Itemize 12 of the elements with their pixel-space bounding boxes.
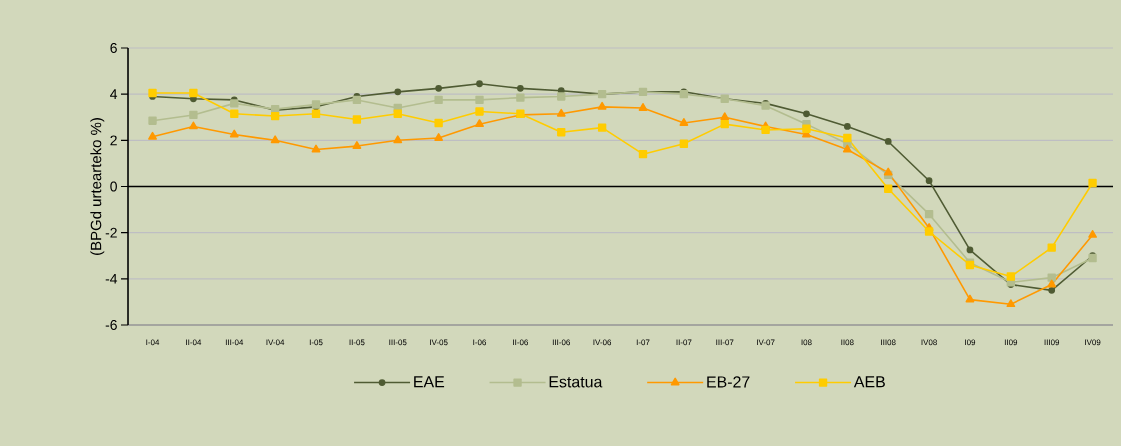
legend-label: EAE (414, 376, 445, 388)
y-axis-title: (BPGd urtearteko %) (90, 118, 105, 255)
y-tick-label: -6 (105, 320, 117, 330)
y-tick-label: -4 (105, 274, 118, 284)
legend-label: EB-27 (707, 376, 750, 388)
y-tick-label: 4 (110, 89, 118, 99)
y-tick-label: -2 (105, 227, 117, 238)
y-tick-label: 0 (110, 181, 117, 192)
legend-label: AEB (853, 376, 885, 388)
legend-label: Estatua (549, 376, 603, 388)
y-tick-label: 2 (110, 135, 117, 146)
y-tick-label: 6 (110, 43, 117, 53)
